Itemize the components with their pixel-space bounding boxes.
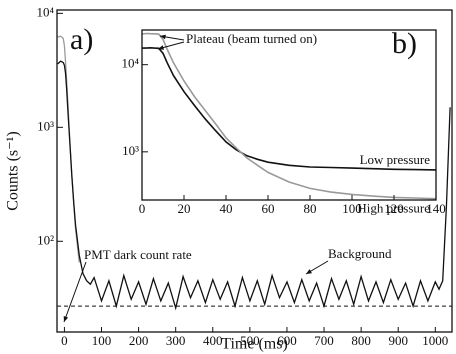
series-label: Low pressure <box>360 152 431 167</box>
x-tick-label: 0 <box>61 333 68 348</box>
annotation: Plateau (beam turned on) <box>186 31 317 46</box>
x-tick-label: 100 <box>92 333 112 348</box>
x-tick-label: 1000 <box>422 333 448 348</box>
y-tick-label: 10⁴ <box>121 56 139 71</box>
x-tick-label: 400 <box>203 333 223 348</box>
annotation: PMT dark count rate <box>84 247 192 262</box>
panel-label: a) <box>70 23 93 56</box>
x-tick-label: 40 <box>220 201 233 216</box>
x-tick-label: 500 <box>240 333 260 348</box>
data-line <box>141 32 437 200</box>
x-tick-label: 120 <box>384 201 404 216</box>
x-tick-label: 300 <box>166 333 186 348</box>
y-tick-label: 10⁴ <box>36 4 54 19</box>
x-tick-label: 900 <box>388 333 408 348</box>
main-plot: 0 100 200 300 400 500 600 700 800 900 100010²10³10… <box>5 4 453 353</box>
y-tick-label: 10³ <box>37 118 54 133</box>
arrow-head <box>63 316 69 322</box>
x-tick-label: 20 <box>178 201 191 216</box>
x-axis-label: Time (ms) <box>221 336 288 353</box>
inset-plot: Low pressure High pressure 0 20 40 60 80 100 120… <box>112 26 446 220</box>
x-tick-label: 140 <box>426 201 446 216</box>
plot-frame <box>141 29 437 201</box>
data-line <box>57 60 451 311</box>
arrow-head <box>306 269 312 274</box>
y-axis-label: Counts (s⁻¹) <box>5 131 22 210</box>
x-tick-label: 80 <box>304 201 317 216</box>
inset-background <box>112 26 440 220</box>
y-tick-label: 10³ <box>122 143 139 158</box>
arrow-head <box>160 34 166 40</box>
plot-frame <box>56 9 453 333</box>
x-tick-label: 700 <box>314 333 334 348</box>
x-tick-label: 0 <box>139 201 146 216</box>
series-label: High pressure <box>357 201 430 216</box>
x-tick-label: 800 <box>351 333 371 348</box>
arrow-head <box>158 45 164 50</box>
x-tick-label: 60 <box>262 201 275 216</box>
x-tick-label: 600 <box>277 333 297 348</box>
y-tick-label: 10² <box>37 232 54 247</box>
arrow-line <box>63 261 87 323</box>
annotation: Background <box>328 246 392 261</box>
x-tick-label: 200 <box>129 333 149 348</box>
panel-label: b) <box>392 27 417 60</box>
x-tick-label: 100 <box>342 201 362 216</box>
